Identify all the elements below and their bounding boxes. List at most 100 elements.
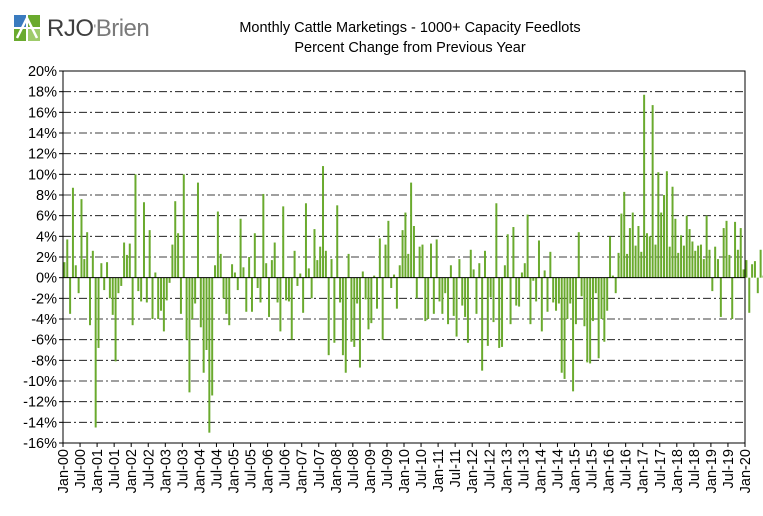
bar (546, 277, 549, 312)
y-tick-label: -10% (23, 374, 57, 390)
bar (447, 277, 450, 325)
bar (290, 277, 293, 340)
bar (714, 246, 717, 278)
y-tick-label: 12% (28, 147, 57, 163)
chart-title-block: Monthly Cattle Marketings - 1000+ Capaci… (150, 18, 670, 58)
bar (293, 250, 296, 278)
bar (535, 277, 538, 302)
x-tick-label: Jan-05 (227, 449, 243, 493)
bar (540, 277, 543, 332)
bar (350, 277, 353, 342)
bar (628, 228, 631, 278)
bar (665, 171, 668, 278)
bar (214, 265, 217, 278)
bar (327, 277, 330, 356)
bar (509, 277, 512, 325)
bar (438, 277, 441, 302)
bar (478, 263, 481, 278)
bar (302, 277, 305, 313)
bar (648, 236, 651, 278)
bar (245, 277, 248, 312)
logo-wordmark: RJO'Brien (47, 14, 150, 44)
bar (395, 277, 398, 309)
bar (265, 263, 268, 278)
bar (100, 263, 103, 278)
bar (688, 229, 691, 278)
chart-subtitle: Percent Change from Previous Year (294, 40, 526, 56)
x-tick-label: Jan-14 (533, 449, 549, 493)
bar (89, 277, 91, 326)
bar (231, 264, 234, 278)
bar (358, 277, 361, 368)
bar (307, 268, 310, 278)
bar (336, 205, 339, 278)
x-tick-label: Jul-01 (107, 449, 123, 489)
bar (370, 277, 373, 324)
bar (563, 277, 566, 379)
bar (97, 277, 100, 348)
bar (529, 277, 532, 325)
logo-text-suffix: Brien (95, 15, 150, 42)
bar (620, 213, 623, 278)
bar (216, 211, 219, 278)
x-tick-label: Jul-16 (619, 449, 635, 489)
bar (725, 220, 728, 278)
bar (580, 277, 583, 297)
bar (199, 277, 202, 328)
bar (691, 241, 694, 278)
bar (256, 277, 259, 288)
y-tick-label: 2% (36, 250, 57, 266)
bar (347, 253, 350, 278)
x-tick-label: Jan-06 (261, 449, 277, 493)
bar (128, 243, 131, 278)
x-tick-label: Jan-09 (363, 449, 379, 493)
bar (299, 273, 302, 278)
x-tick-label: Jan-02 (124, 449, 140, 493)
bar (759, 249, 762, 278)
bar (177, 233, 180, 278)
bar (185, 277, 188, 340)
bar (111, 277, 114, 315)
x-tick-label: Jul-15 (585, 449, 601, 489)
x-tick-label: Jan-19 (704, 449, 720, 493)
bar (393, 274, 396, 278)
bar (390, 277, 393, 288)
bar (66, 239, 69, 278)
bar (253, 233, 256, 278)
bar (131, 277, 134, 326)
x-tick-label: Jul-06 (278, 449, 294, 489)
bar (304, 203, 307, 278)
bar (142, 202, 145, 278)
y-tick-label: -8% (31, 353, 57, 369)
bar (296, 277, 299, 286)
x-tick-label: Jul-17 (653, 449, 669, 489)
bar (333, 277, 336, 343)
bar (609, 236, 612, 278)
x-tick-label: Jan-12 (465, 449, 481, 493)
bar (566, 277, 569, 319)
y-tick-label: -16% (23, 436, 57, 452)
bar (461, 277, 464, 306)
bar (225, 277, 228, 314)
bar (63, 262, 66, 278)
bar (279, 277, 282, 332)
bar (435, 239, 438, 278)
bar (211, 277, 214, 396)
bar (71, 187, 74, 278)
x-tick-label: Jan-18 (670, 449, 686, 493)
y-tick-label: -12% (23, 395, 57, 411)
bar (339, 277, 342, 303)
bar (600, 277, 603, 319)
bar (330, 259, 333, 278)
bar (668, 246, 671, 278)
bar (117, 277, 120, 294)
y-tick-label: 20% (28, 64, 57, 80)
bar (674, 218, 677, 278)
bar (179, 277, 182, 314)
y-tick-labels: 20% 18% 16% 14% 12% 10% 8% 6% 4% 2% 0% -2% -4% -6% -8%… (23, 64, 57, 452)
x-tick-label: Jul-18 (687, 449, 703, 489)
bar (483, 250, 486, 278)
bar (503, 265, 506, 278)
bar (404, 212, 407, 278)
